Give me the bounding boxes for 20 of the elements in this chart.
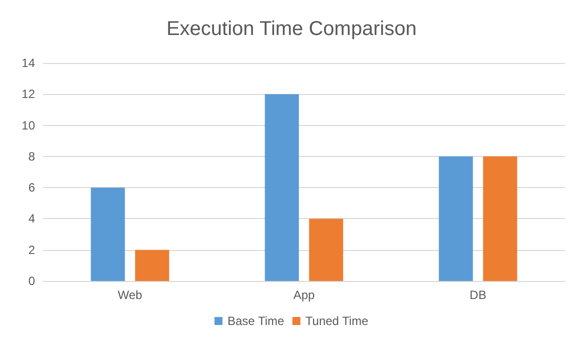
y-tick-label: 4 xyxy=(28,212,36,226)
y-tick-label: 2 xyxy=(28,242,36,257)
y-tick-label: 0 xyxy=(28,274,36,288)
x-tick-label: Web xyxy=(118,288,143,302)
legend-label: Base Time xyxy=(227,314,284,328)
chart-title: Execution Time Comparison xyxy=(166,18,417,40)
bar xyxy=(483,156,518,281)
bar xyxy=(309,218,344,281)
y-tick-label: 12 xyxy=(22,87,36,102)
x-tick-label: App xyxy=(293,288,315,302)
y-tick-label: 6 xyxy=(28,180,36,195)
legend-label: Tuned Time xyxy=(305,314,369,328)
bar xyxy=(264,94,299,281)
y-tick-label: 10 xyxy=(22,118,36,132)
y-tick-label: 8 xyxy=(28,149,36,164)
y-tick-label: 14 xyxy=(22,56,36,70)
bar xyxy=(438,156,473,281)
bar xyxy=(135,250,170,281)
bar xyxy=(90,188,125,281)
x-tick-label: DB xyxy=(470,288,486,302)
